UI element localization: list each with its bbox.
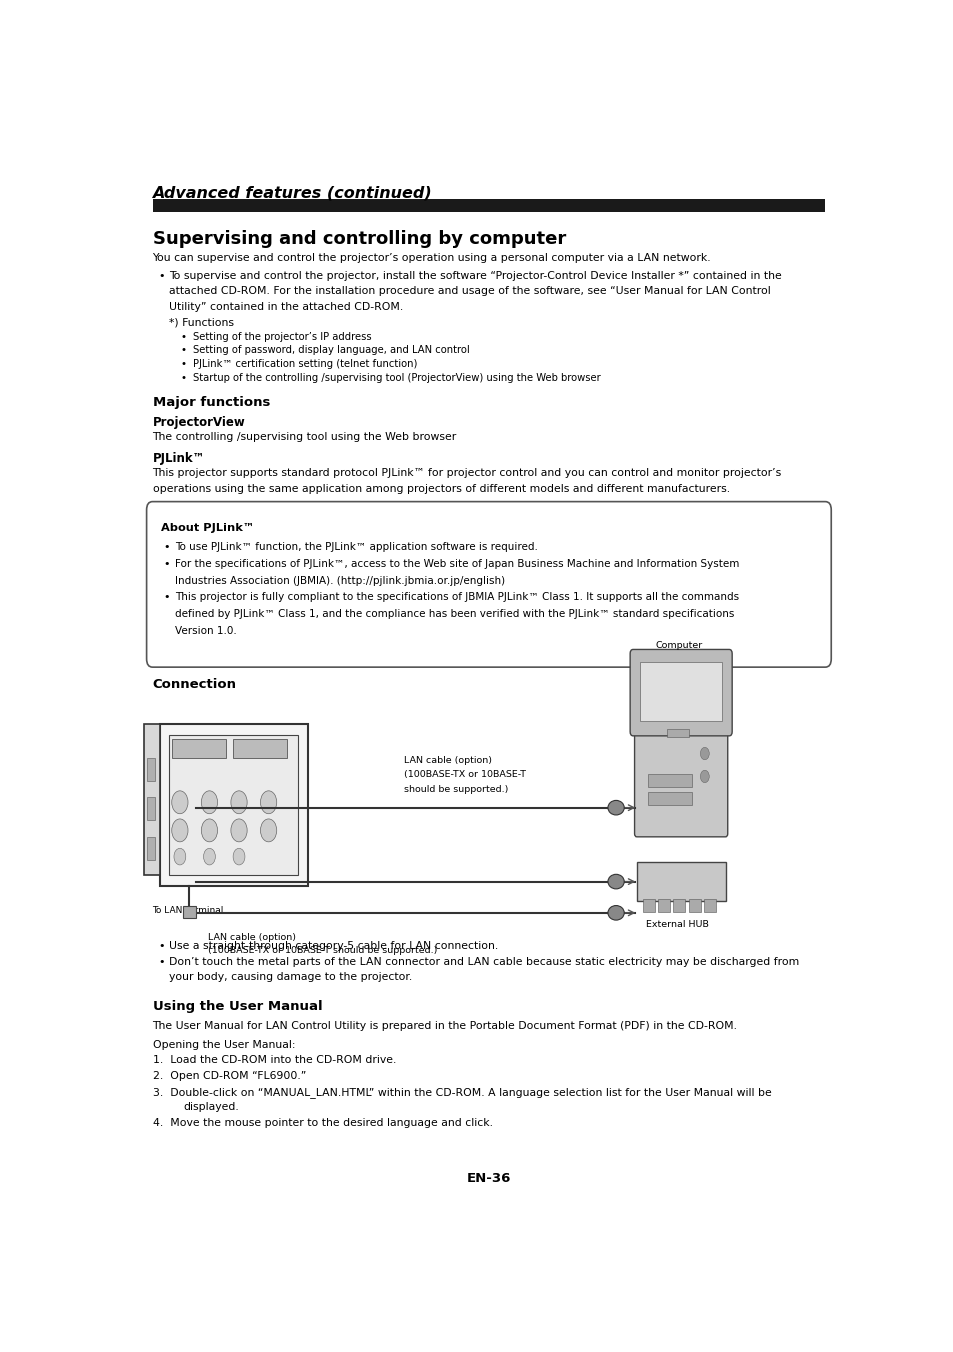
Text: ProjectorView: ProjectorView: [152, 416, 245, 429]
Bar: [160, 725, 308, 886]
Circle shape: [201, 819, 217, 842]
Bar: [666, 729, 688, 737]
FancyBboxPatch shape: [634, 731, 727, 837]
Text: LAN cable (option): LAN cable (option): [403, 756, 492, 765]
Text: Major functions: Major functions: [152, 396, 270, 410]
Bar: [169, 735, 298, 875]
Bar: [703, 899, 716, 911]
Text: Version 1.0.: Version 1.0.: [174, 626, 236, 635]
Circle shape: [203, 848, 215, 865]
Circle shape: [231, 819, 247, 842]
Text: Using the User Manual: Using the User Manual: [152, 1000, 322, 1013]
Bar: [673, 899, 684, 911]
Text: 1.  Load the CD-ROM into the CD-ROM drive.: 1. Load the CD-ROM into the CD-ROM drive…: [152, 1056, 395, 1065]
Circle shape: [260, 819, 276, 842]
Text: •: •: [164, 592, 170, 602]
Text: 4.  Move the mouse pointer to the desired language and click.: 4. Move the mouse pointer to the desired…: [152, 1118, 492, 1128]
FancyBboxPatch shape: [630, 649, 731, 735]
Text: Advanced features (continued): Advanced features (continued): [152, 185, 432, 200]
Text: You can supervise and control the projector’s operation using a personal compute: You can supervise and control the projec…: [152, 253, 710, 262]
Text: •: •: [164, 558, 170, 569]
Circle shape: [700, 748, 708, 760]
Text: LAN cable (option): LAN cable (option): [208, 933, 295, 941]
Text: To LAN terminal: To LAN terminal: [152, 906, 224, 914]
Text: About PJLink™: About PJLink™: [161, 523, 254, 534]
Bar: [233, 740, 287, 757]
Text: Use a straight-through category-5 cable for LAN connection.: Use a straight-through category-5 cable …: [169, 941, 497, 950]
Text: To use PJLink™ function, the PJLink™ application software is required.: To use PJLink™ function, the PJLink™ app…: [174, 542, 537, 552]
Ellipse shape: [607, 800, 623, 815]
Circle shape: [233, 848, 245, 865]
Text: Don’t touch the metal parts of the LAN connector and LAN cable because static el: Don’t touch the metal parts of the LAN c…: [169, 957, 799, 967]
Text: operations using the same application among projectors of different models and d: operations using the same application am…: [152, 484, 729, 493]
Bar: [147, 837, 155, 860]
Bar: [647, 775, 692, 787]
Text: Setting of the projector’s IP address: Setting of the projector’s IP address: [193, 333, 372, 342]
Bar: [147, 798, 155, 821]
Text: EN-36: EN-36: [466, 1172, 511, 1184]
Ellipse shape: [607, 906, 623, 921]
Text: 3.  Double-click on “MANUAL_LAN.HTML” within the CD-ROM. A language selection li: 3. Double-click on “MANUAL_LAN.HTML” wit…: [152, 1087, 770, 1098]
Text: •: •: [158, 941, 165, 950]
Circle shape: [231, 791, 247, 814]
Text: •: •: [158, 270, 165, 280]
Text: Startup of the controlling /supervising tool (ProjectorView) using the Web brows: Startup of the controlling /supervising …: [193, 373, 600, 383]
Text: •: •: [180, 333, 187, 342]
Text: The controlling /supervising tool using the Web browser: The controlling /supervising tool using …: [152, 431, 456, 442]
Text: Computer: Computer: [655, 641, 701, 650]
Text: •: •: [180, 373, 187, 383]
Bar: [637, 861, 724, 902]
Text: Supervising and controlling by computer: Supervising and controlling by computer: [152, 230, 565, 247]
Text: To supervise and control the projector, install the software “Projector-Control : To supervise and control the projector, …: [169, 270, 781, 280]
Text: attached CD-ROM. For the installation procedure and usage of the software, see “: attached CD-ROM. For the installation pr…: [169, 287, 770, 296]
Circle shape: [201, 791, 217, 814]
Circle shape: [700, 771, 708, 783]
Text: Utility” contained in the attached CD-ROM.: Utility” contained in the attached CD-RO…: [169, 301, 402, 312]
Text: defined by PJLink™ Class 1, and the compliance has been verified with the PJLink: defined by PJLink™ Class 1, and the comp…: [174, 608, 733, 619]
FancyBboxPatch shape: [147, 502, 830, 667]
Text: your body, causing damage to the projector.: your body, causing damage to the project…: [169, 972, 412, 982]
Circle shape: [172, 791, 188, 814]
Text: should be supported.): should be supported.): [403, 784, 508, 794]
Text: This projector is fully compliant to the specifications of JBMIA PJLink™ Class 1: This projector is fully compliant to the…: [174, 592, 738, 602]
Text: •: •: [180, 346, 187, 356]
Text: PJLink™: PJLink™: [152, 452, 205, 465]
Bar: [183, 906, 196, 918]
Text: •: •: [164, 542, 170, 552]
Bar: [688, 899, 700, 911]
Text: (100BASE-TX or 10BASE-T: (100BASE-TX or 10BASE-T: [403, 771, 525, 779]
Text: (100BASE-TX or 10BASE-T should be supported.): (100BASE-TX or 10BASE-T should be suppor…: [208, 946, 436, 955]
Text: Industries Association (JBMIA). (http://pjlink.jbmia.or.jp/english): Industries Association (JBMIA). (http://…: [174, 576, 504, 585]
Circle shape: [173, 848, 186, 865]
Text: Connection: Connection: [152, 677, 236, 691]
Text: •: •: [180, 360, 187, 369]
Text: This projector supports standard protocol PJLink™ for projector control and you : This projector supports standard protoco…: [152, 468, 781, 479]
Bar: [647, 792, 692, 804]
Bar: [152, 199, 824, 212]
Ellipse shape: [607, 875, 623, 888]
Bar: [658, 899, 669, 911]
Text: Opening the User Manual:: Opening the User Manual:: [152, 1040, 294, 1051]
Circle shape: [172, 819, 188, 842]
Bar: [172, 740, 226, 757]
Bar: [144, 725, 160, 875]
Text: Setting of password, display language, and LAN control: Setting of password, display language, a…: [193, 346, 470, 356]
Text: displayed.: displayed.: [183, 1102, 239, 1113]
Bar: [639, 662, 721, 721]
Circle shape: [260, 791, 276, 814]
Text: 2.  Open CD-ROM “FL6900.”: 2. Open CD-ROM “FL6900.”: [152, 1071, 306, 1082]
Text: •: •: [158, 957, 165, 967]
Text: The User Manual for LAN Control Utility is prepared in the Portable Document For: The User Manual for LAN Control Utility …: [152, 1021, 737, 1032]
Text: PJLink™ certification setting (telnet function): PJLink™ certification setting (telnet fu…: [193, 360, 417, 369]
Bar: [147, 757, 155, 780]
Text: External HUB: External HUB: [645, 921, 708, 929]
Text: For the specifications of PJLink™, access to the Web site of Japan Business Mach: For the specifications of PJLink™, acces…: [174, 558, 739, 569]
Bar: [642, 899, 654, 911]
Text: *) Functions: *) Functions: [169, 318, 233, 327]
